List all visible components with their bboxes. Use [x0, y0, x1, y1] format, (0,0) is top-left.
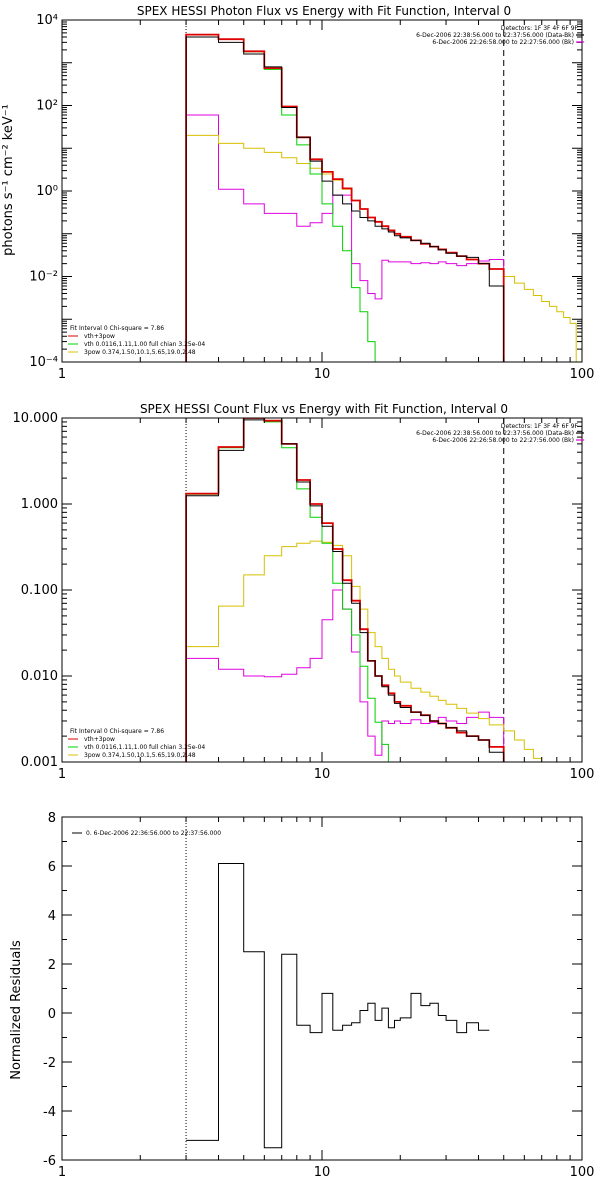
panel2-title: SPEX HESSI Count Flux vs Energy with Fit… [140, 402, 508, 416]
y-tick-label: 0.100 [21, 583, 58, 598]
series-3pow [185, 540, 550, 762]
panel2-plot: 1 10 100 0.001 0.010 0.100 1.000 10.000 [13, 411, 595, 782]
x-tick-label: 100 [570, 767, 595, 782]
panel1-legend-detectors: Detectors: 1F 3F 4F 6F 9F [501, 25, 579, 32]
y-tick-label: 10⁻⁴ [29, 355, 58, 370]
series-vth [185, 34, 376, 362]
count-flux-panel: SPEX HESSI Count Flux vs Energy with Fit… [13, 402, 595, 782]
y-tick-label: -6 [43, 1154, 56, 1169]
panel1-legend-bk: 6-Dec-2006 22:26:58.000 to 22:27:56.000 … [432, 39, 574, 46]
panel1-ylabel: photons s⁻¹ cm⁻² keV⁻¹ [1, 104, 16, 256]
panel1-legend-fit: Fit Interval 0 Chi-square = 7.86 [70, 325, 164, 332]
panel3-legend: 0. 6-Dec-2006 22:36:56.000 to 22:37:56.0… [86, 830, 221, 837]
x-tick-label: 10 [314, 1165, 331, 1180]
series-bk [185, 114, 505, 362]
series-data-bk [185, 36, 505, 362]
panel1-title: SPEX HESSI Photon Flux vs Energy with Fi… [137, 4, 511, 18]
y-tick-label: 2 [48, 958, 56, 973]
series-data-bk [185, 418, 505, 762]
panel2-legend-bk: 6-Dec-2006 22:26:58.000 to 22:27:56.000 … [432, 437, 574, 444]
panel2-legend-total: vth+3pow [84, 736, 115, 743]
residuals-panel: 1 10 100 -6 -4 -2 0 2 4 6 8 Normalized Residuals 0… [9, 811, 594, 1180]
x-tick-label: 1 [58, 767, 66, 782]
y-tick-label: 8 [48, 811, 56, 826]
panel2-legend-detectors: Detectors: 1F 3F 4F 6F 9F [501, 423, 579, 430]
x-tick-label: 1 [58, 367, 66, 382]
y-tick-label: 0.010 [21, 669, 58, 684]
panel1-legend-vth: vth 0.0116,1.11,1.00 full chian 3.25e-04 [84, 341, 205, 348]
y-tick-label: 0.001 [21, 755, 58, 770]
panel1-legend-data: 6-Dec-2006 22:38:56.000 to 22:37:56.000 … [416, 32, 574, 39]
panel3-ylabel: Normalized Residuals [9, 940, 24, 1080]
y-tick-label: 10² [36, 99, 58, 114]
y-tick-label: 10⁻² [29, 270, 58, 285]
plot-frame [61, 816, 583, 1161]
series-vth-3pow [185, 33, 505, 362]
y-tick-label: 6 [48, 860, 56, 875]
series-0-6-dec-2006-22-36-56-000-to-22-37-56-000 [186, 863, 490, 1149]
panel2-legend-data: 6-Dec-2006 22:38:56.000 to 22:37:56.000 … [416, 430, 574, 437]
panel1-legend-total: vth+3pow [84, 333, 115, 340]
photon-flux-panel: SPEX HESSI Photon Flux vs Energy with Fi… [1, 4, 594, 382]
x-tick-label: 10 [314, 367, 331, 382]
panel2-legend-fit: Fit Interval 0 Chi-square = 7.86 [70, 728, 164, 735]
panel1-plot: 1 10 100 10⁻⁴ 10⁻² 10⁰ 10² 10⁴ [29, 13, 594, 382]
y-tick-label: 4 [48, 909, 56, 924]
x-tick-label: 1 [58, 1165, 66, 1180]
y-tick-label: 1.000 [21, 497, 58, 512]
y-tick-label: -2 [43, 1056, 56, 1071]
y-tick-label: 10.000 [13, 411, 59, 426]
x-tick-label: 100 [570, 1165, 595, 1180]
x-tick-label: 10 [314, 767, 331, 782]
panel2-legend-vth: vth 0.0116,1.11,1.00 full chian 3.25e-04 [84, 744, 205, 751]
series-bk [185, 589, 505, 762]
y-tick-label: 10⁴ [36, 13, 58, 28]
y-tick-label: 10⁰ [36, 184, 58, 199]
panel2-legend-pow: 3pow 0.374,1.50,10.1,5.65,19.0,2.48 [84, 752, 196, 759]
y-tick-label: 0 [48, 1007, 56, 1022]
y-tick-label: -4 [43, 1105, 56, 1120]
series-vth [185, 418, 395, 762]
x-tick-label: 100 [570, 367, 595, 382]
series-3pow [185, 134, 577, 362]
panel3-plot: 1 10 100 -6 -4 -2 0 2 4 6 8 [43, 811, 594, 1180]
series-vth-3pow [185, 418, 505, 762]
panel1-legend-pow: 3pow 0.374,1.50,10.1,5.65,19.0,2.48 [84, 349, 196, 356]
